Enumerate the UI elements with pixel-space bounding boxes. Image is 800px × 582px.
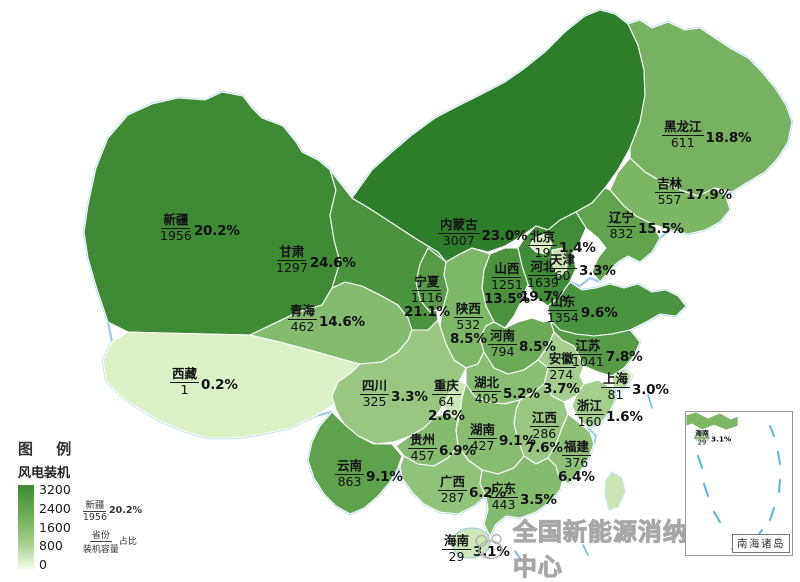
legend-example: 新疆 1956 20.2% 省份装机容量 占比	[83, 497, 142, 572]
province-beijing-shape	[529, 233, 553, 255]
label-yunnan: 云南 863 9.1%	[335, 458, 403, 489]
legend-tick: 2400	[39, 500, 71, 516]
label-heilongjiang: 黑龙江 611 18.8%	[662, 119, 752, 150]
legend-caption-right: 占比	[118, 537, 137, 547]
inset-coast-shape	[686, 412, 739, 431]
label-jiangxi: 江西 286 7.6%	[526, 410, 563, 456]
label-shaanxi: 陕西 532 8.5%	[450, 301, 487, 347]
label-shanxi: 山西 1251 13.5%	[484, 261, 530, 307]
label-zhejiang: 浙江 160 1.6%	[575, 398, 643, 429]
label-ningxia: 宁夏 1116 21.1%	[404, 274, 450, 320]
label-hunan: 湖南 427 9.1%	[468, 422, 536, 453]
legend-caption-bottom: 装机容量	[82, 545, 119, 555]
province-tianjin-shape	[551, 247, 569, 277]
china-wind-power-map: 新疆 1956 20.2% 西藏 1 0.2% 青海 462 14.6% 甘肃 1297…	[18, 8, 794, 582]
legend-gradient-bar	[18, 485, 34, 569]
province-guangdong-shape	[479, 455, 565, 537]
label-chongqing: 重庆 64 2.6%	[428, 378, 465, 424]
legend-example-percent: 20.2%	[109, 504, 142, 516]
label-fujian: 福建 376 6.4%	[558, 439, 595, 485]
china-map-svg	[82, 8, 794, 561]
legend-title: 图 例	[18, 440, 81, 458]
label-hubei: 湖北 405 5.2%	[472, 375, 540, 406]
label-xizang: 西藏 1 0.2%	[170, 366, 238, 397]
province-name: 新疆	[161, 212, 191, 229]
label-jiangsu: 江苏 1041 7.8%	[572, 338, 643, 369]
province-heilongjiang-shape	[627, 19, 793, 197]
legend-caption: 省份装机容量 占比	[83, 528, 142, 555]
label-shandong: 山东 1354 9.6%	[547, 294, 618, 325]
label-anhui: 安徽 274 3.7%	[543, 351, 580, 397]
sea-dash	[647, 394, 653, 409]
label-guangdong: 广东 443 3.5%	[489, 481, 557, 512]
label-shanghai: 上海 81 3.0%	[601, 371, 669, 402]
label-qinghai: 青海 462 14.6%	[288, 303, 365, 334]
inset-title: 南海诸岛	[732, 534, 790, 553]
legend-caption-top: 省份	[89, 528, 112, 542]
label-jilin: 吉林 557 17.9%	[655, 176, 732, 207]
label-liaoning: 辽宁 832 15.5%	[607, 210, 684, 241]
label-neimenggu: 内蒙古 3007 23.0%	[438, 217, 528, 248]
legend-ticks: 3200 2400 1600 800 0	[39, 482, 71, 572]
sea-marks	[514, 394, 653, 561]
label-guangxi: 广西 287 6.2%	[438, 474, 506, 505]
province-fujian-shape	[547, 413, 595, 485]
label-henan: 河南 794 8.5%	[488, 328, 556, 359]
inset-hainan-label: 海南 29 3.1%	[694, 428, 732, 446]
legend-tick: 3200	[39, 482, 71, 497]
label-guizhou: 贵州 457 6.9%	[408, 432, 476, 463]
label-xinjiang: 新疆 1956 20.2%	[160, 212, 240, 243]
province-value: 1956	[160, 227, 192, 243]
taiwan-island-shape	[604, 471, 626, 511]
province-yunnan-shape	[307, 411, 403, 515]
inset-hainan-shape	[694, 431, 710, 443]
label-sichuan: 四川 325 3.3%	[360, 378, 428, 409]
label-beijing: 北京 19 1.4%	[528, 229, 596, 260]
legend: 图 例 风电装机 3200 2400 1600 800 0 新疆 1956 20.2…	[18, 438, 188, 572]
sea-dash	[514, 550, 522, 561]
label-hebei: 河北 1639 19.7%	[520, 259, 566, 305]
label-hainan: 海南 29 3.1%	[442, 533, 510, 564]
sea-dash	[582, 544, 589, 556]
label-gansu: 甘肃 1297 24.6%	[276, 244, 356, 275]
province-liaoning-shape	[575, 187, 661, 283]
legend-tick: 1600	[39, 519, 71, 535]
legend-example-value: 1956	[82, 512, 107, 523]
legend-example-name: 新疆	[83, 497, 107, 512]
legend-subtitle: 风电装机	[18, 466, 71, 481]
south-china-sea-inset: 海南 29 3.1% 南海诸岛	[685, 411, 793, 556]
legend-tick: 800	[39, 538, 63, 554]
province-percent: 20.2%	[193, 222, 240, 239]
province-shanghai-shape	[611, 367, 633, 389]
label-tianjin: 天津 60 3.3%	[548, 252, 616, 283]
